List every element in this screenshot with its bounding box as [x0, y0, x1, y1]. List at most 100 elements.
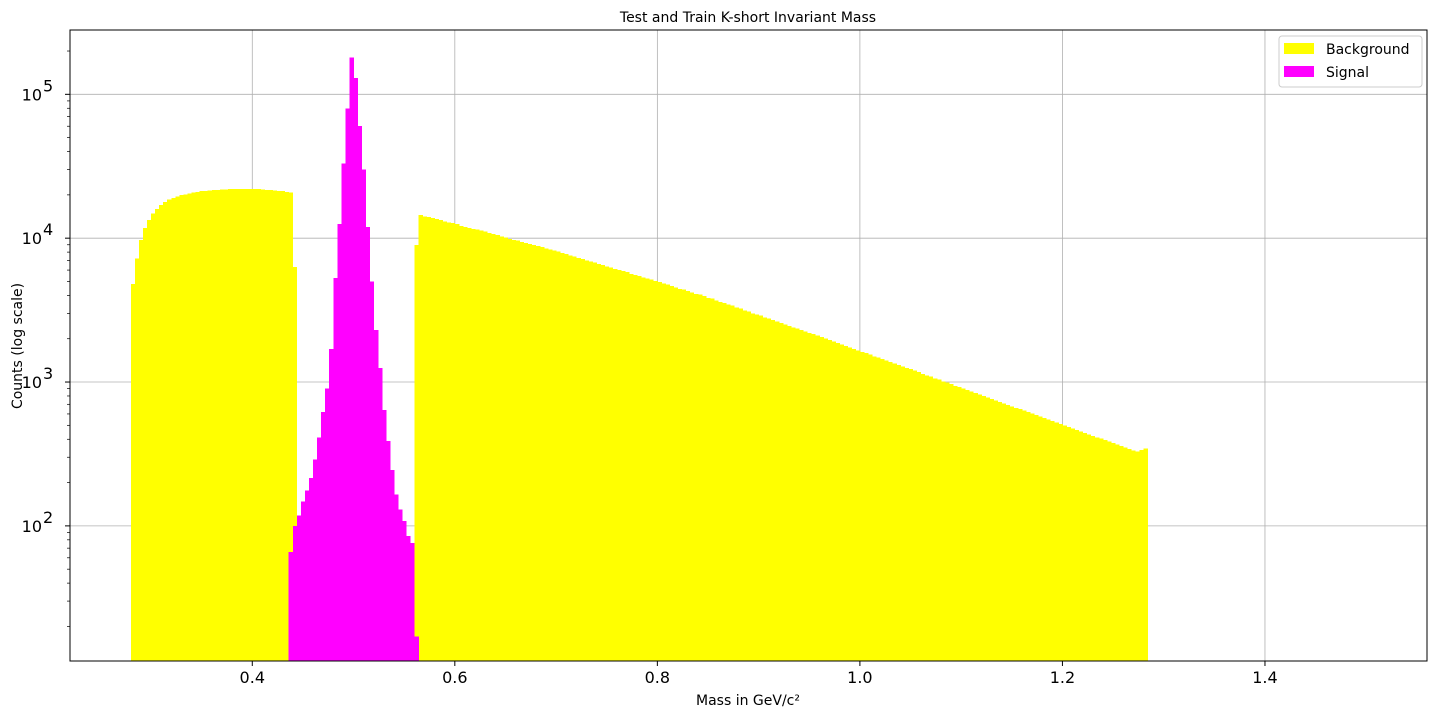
x-axis-label: Mass in GeV/c² — [696, 693, 800, 709]
histogram-bar-signal — [390, 469, 395, 661]
histogram-bar-background — [232, 189, 237, 661]
legend-swatch-signal — [1284, 66, 1314, 77]
histogram-bar-background — [479, 230, 484, 661]
histogram-bar-background — [487, 232, 492, 661]
histogram-bar-background — [855, 350, 861, 661]
histogram-bar-background — [519, 242, 525, 662]
histogram-bar-background — [284, 191, 290, 662]
histogram-bar-background — [689, 292, 695, 661]
histogram-bar-background — [268, 190, 273, 662]
histogram-bar-background — [880, 359, 885, 661]
histogram-bar-background — [778, 322, 784, 661]
legend: Background Signal — [1278, 35, 1423, 88]
histogram-bar-background — [151, 213, 156, 661]
histogram-bar-background — [1070, 428, 1075, 661]
histogram-bar-background — [462, 226, 468, 661]
histogram-bar-background — [799, 329, 804, 661]
histogram-bar-background — [276, 190, 282, 662]
histogram-bar-background — [993, 400, 999, 661]
histogram-bar-background — [985, 397, 990, 661]
histogram-bar-signal — [353, 77, 359, 661]
histogram-bar-background — [884, 360, 889, 661]
histogram-bar-background — [1066, 426, 1071, 661]
histogram-bar-background — [483, 231, 488, 661]
histogram-bar-background — [867, 354, 873, 661]
histogram-bar-background — [1139, 449, 1144, 661]
histogram-bar-background — [851, 348, 857, 661]
histogram-bar-background — [564, 254, 569, 661]
histogram-bar-signal — [317, 437, 322, 661]
y-tick-label: 10 — [22, 373, 42, 392]
legend-label-background: Background — [1326, 42, 1410, 58]
histogram-bar-background — [580, 259, 585, 661]
histogram-bar-background — [223, 189, 229, 662]
histogram-bar-background — [171, 198, 176, 661]
histogram-bar-background — [272, 190, 277, 661]
histogram-bar-signal — [313, 459, 318, 661]
histogram-bar-signal — [300, 501, 306, 661]
histogram-bar-signal — [365, 226, 371, 661]
x-tick-label: 0.6 — [442, 668, 467, 687]
legend-swatch-background — [1284, 43, 1314, 54]
histogram-bar-background — [264, 189, 269, 662]
histogram-bar-background — [746, 311, 751, 661]
histogram-bar-signal — [292, 525, 298, 661]
histogram-bar-background — [438, 219, 444, 661]
histogram-bar-background — [629, 273, 634, 661]
y-tick-exponent: 2 — [43, 508, 53, 527]
histogram-bar-background — [179, 195, 184, 662]
histogram-bar-background — [770, 319, 776, 661]
histogram-bar-signal — [414, 636, 419, 661]
histogram-bar-background — [539, 247, 545, 661]
histogram-bar-background — [920, 373, 926, 661]
histogram-bar-background — [730, 305, 735, 661]
histogram-bar-background — [604, 266, 610, 661]
histogram-bar-signal — [394, 494, 399, 661]
histogram-bar-background — [1119, 446, 1124, 661]
histogram-bar-background — [940, 381, 946, 661]
histogram-bar-background — [977, 394, 982, 661]
histogram-bar-background — [503, 237, 508, 662]
histogram-bar-background — [859, 351, 865, 661]
histogram-bar-background — [260, 189, 265, 662]
histogram-bar-background — [888, 361, 893, 661]
histogram-bar-background — [1082, 432, 1088, 661]
histogram-bar-background — [531, 245, 537, 661]
y-tick-exponent: 3 — [43, 364, 53, 383]
histogram-bar-background — [527, 244, 533, 662]
histogram-bar-background — [552, 250, 557, 661]
histogram-bar-background — [167, 199, 172, 661]
histogram-bar-background — [924, 375, 930, 661]
histogram-bar-background — [418, 214, 423, 662]
histogram-bar-background — [673, 287, 679, 661]
histogram-bar-background — [669, 286, 674, 661]
histogram-bar-background — [1001, 403, 1007, 661]
histogram-bar-background — [758, 315, 764, 661]
histogram-bar-background — [981, 395, 986, 661]
histogram-bar-background — [543, 248, 549, 661]
histogram-bar-background — [556, 251, 561, 661]
histogram-bar-signal — [402, 521, 407, 661]
histogram-bar-background — [665, 284, 670, 661]
histogram-bar-signal — [406, 536, 411, 661]
histogram-bar-signal — [373, 329, 379, 661]
histogram-bar-background — [159, 205, 164, 661]
histogram-bar-signal — [381, 409, 387, 661]
histogram-bar-background — [142, 227, 148, 661]
histogram-bar-background — [1123, 447, 1128, 661]
histogram-bar-background — [693, 293, 699, 661]
histogram-bar-background — [523, 243, 529, 661]
histogram-bar-background — [1034, 415, 1039, 661]
histogram-bar-background — [175, 196, 180, 662]
histogram-bar-background — [616, 270, 622, 661]
histogram-bar-background — [471, 228, 476, 662]
histogram-bar-background — [997, 401, 1003, 661]
histogram-bar-signal — [337, 224, 342, 662]
histogram-bar-background — [187, 193, 192, 661]
histogram-bar-background — [280, 191, 286, 661]
histogram-bar-background — [823, 338, 828, 661]
histogram-bar-background — [811, 334, 816, 661]
histogram-bar-background — [620, 271, 626, 661]
histogram-bar-background — [236, 188, 241, 661]
histogram-bar-background — [774, 321, 780, 661]
